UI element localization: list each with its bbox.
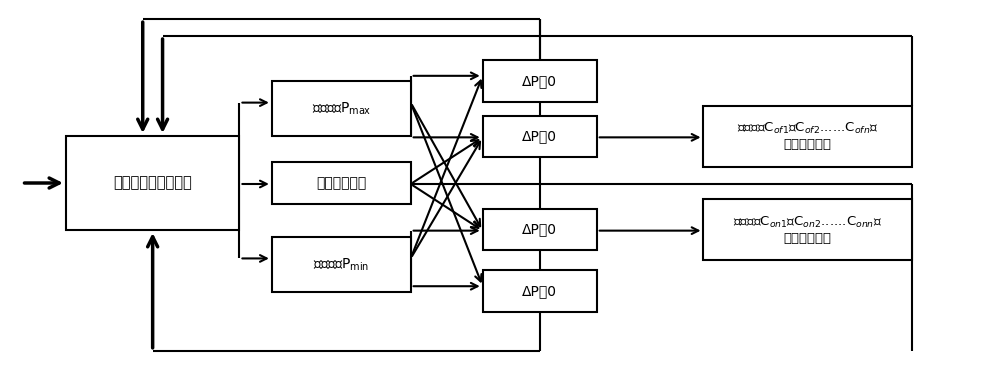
Text: 运行频率居中: 运行频率居中 [316,176,366,190]
Text: ΔP＜0: ΔP＜0 [522,223,557,237]
Text: 下限频率P$_\mathrm{min}$: 下限频率P$_\mathrm{min}$ [313,256,369,273]
Text: 依次关闭C$_{on1}$、C$_{on2}$......C$_{onn}$，
每次关闭一台: 依次关闭C$_{on1}$、C$_{on2}$......C$_{onn}$， … [733,215,882,245]
Text: 上限频率P$_\mathrm{max}$: 上限频率P$_\mathrm{max}$ [312,100,371,117]
Bar [483,116,597,157]
Bar [66,136,239,230]
Bar [703,199,912,261]
Bar [703,106,912,167]
Bar [483,60,597,102]
Bar [272,81,411,136]
Bar [272,237,411,292]
Text: ΔP＞0: ΔP＞0 [522,129,557,143]
Bar [483,209,597,251]
Bar [272,162,411,204]
Text: 判断压缩机运行频率: 判断压缩机运行频率 [113,175,192,190]
Text: 依次开启C$_{of1}$、C$_{of2}$......C$_{ofn}$，
每次开启一台: 依次开启C$_{of1}$、C$_{of2}$......C$_{ofn}$， … [737,121,878,152]
Text: ΔP＞0: ΔP＞0 [522,284,557,298]
Text: ΔP＜0: ΔP＜0 [522,74,557,88]
Bar [483,270,597,312]
